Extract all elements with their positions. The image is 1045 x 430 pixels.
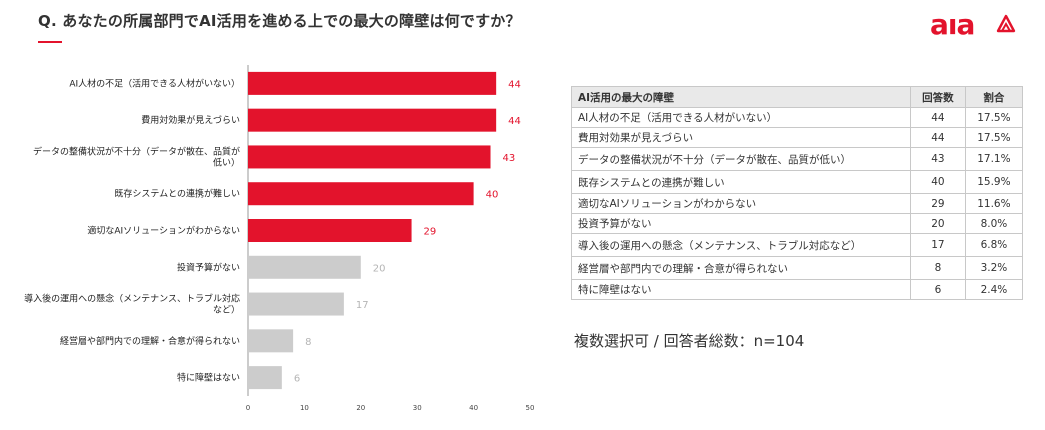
cell-item: 導入後の運用への懸念（メンテナンス、トラブル対応など） — [571, 233, 911, 257]
value-label: 20 — [373, 263, 386, 274]
cell-count: 20 — [910, 213, 966, 234]
cell-item: 経営層や部門内での理解・合意が得られない — [571, 256, 911, 280]
table-row: 費用対効果が見えづらい 44 17.5% — [571, 127, 1024, 148]
cell-count: 40 — [910, 170, 966, 194]
category-label: 投資予算がない — [177, 261, 240, 273]
table-row: 経営層や部門内での理解・合意が得られない 8 3.2% — [571, 256, 1024, 280]
title-underline — [38, 41, 62, 43]
table-header-row: AI活用の最大の障壁 回答数 割合 — [571, 86, 1024, 108]
bar — [248, 292, 344, 316]
value-label: 44 — [508, 116, 521, 127]
category-label: 適切なAIソリューションがわからない — [87, 225, 240, 237]
cell-item: 投資予算がない — [571, 213, 911, 234]
category-label: データの整備状況が不十分（データが散在、品質が — [33, 145, 240, 157]
cell-count: 6 — [910, 279, 966, 300]
cell-ratio: 11.6% — [964, 193, 1024, 214]
table-row: 特に障壁はない 6 2.4% — [571, 279, 1024, 300]
value-label: 40 — [486, 190, 499, 201]
value-label: 17 — [356, 300, 369, 311]
table-row: 適切なAIソリューションがわからない 29 11.6% — [571, 193, 1024, 214]
bar — [248, 145, 491, 169]
table-row: AI人材の不足（活用できる人材がいない） 44 17.5% — [571, 107, 1024, 128]
x-tick-label: 0 — [246, 404, 250, 412]
cell-count: 8 — [910, 256, 966, 280]
value-label: 8 — [305, 337, 311, 348]
cell-item: 費用対効果が見えづらい — [571, 127, 911, 148]
category-label: 既存システムとの連携が難しい — [114, 188, 240, 200]
bar — [248, 366, 282, 390]
category-label: 低い） — [213, 156, 240, 168]
respondent-note: 複数選択可 / 回答者総数：n=104 — [574, 332, 805, 350]
cell-ratio: 17.5% — [964, 107, 1024, 128]
x-tick-label: 10 — [300, 404, 309, 412]
cell-item: 適切なAIソリューションがわからない — [571, 193, 911, 214]
cell-ratio: 17.5% — [964, 127, 1024, 148]
header-count: 回答数 — [910, 86, 966, 108]
table-row: 既存システムとの連携が難しい 40 15.9% — [571, 170, 1024, 194]
x-tick-label: 30 — [413, 404, 422, 412]
category-label: 特に障壁はない — [177, 372, 240, 384]
bar — [248, 329, 294, 353]
page-title: Q. あなたの所属部門でAI活用を進める上での最大の障壁は何ですか？ — [38, 12, 521, 30]
cell-ratio: 3.2% — [964, 256, 1024, 280]
cell-ratio: 6.8% — [964, 233, 1024, 257]
brand-logo-text: aıa — [930, 8, 975, 41]
category-label: AI人材の不足（活用できる人材がいない） — [69, 77, 240, 89]
brand-logo: aıa — [930, 8, 1020, 42]
cell-ratio: 2.4% — [964, 279, 1024, 300]
bar — [248, 219, 412, 242]
category-label: 費用対効果が見えづらい — [141, 114, 240, 126]
cell-ratio: 17.1% — [964, 147, 1024, 171]
bar-chart: 0 10 20 30 40 50 44 AI人材の不足（活用できる人材がいない） 44 費用対効果… — [24, 65, 535, 412]
table-row: 導入後の運用への懸念（メンテナンス、トラブル対応など） 17 6.8% — [571, 233, 1024, 257]
x-tick-label: 50 — [526, 404, 535, 412]
cell-item: AI人材の不足（活用できる人材がいない） — [571, 107, 911, 128]
x-tick-label: 20 — [356, 404, 365, 412]
cell-ratio: 8.0% — [964, 213, 1024, 234]
value-label: 29 — [424, 227, 437, 238]
value-label: 43 — [503, 153, 516, 164]
table-row: データの整備状況が不十分（データが散在、品質が低い） 43 17.1% — [571, 147, 1024, 171]
bar — [248, 71, 497, 95]
category-label: 導入後の運用への懸念（メンテナンス、トラブル対応 — [24, 293, 240, 305]
cell-item: データの整備状況が不十分（データが散在、品質が低い） — [571, 147, 911, 171]
table-row: 投資予算がない 20 8.0% — [571, 213, 1024, 234]
cell-item: 特に障壁はない — [571, 279, 911, 300]
cell-count: 43 — [910, 147, 966, 171]
cell-count: 17 — [910, 233, 966, 257]
cell-item: 既存システムとの連携が難しい — [571, 170, 911, 194]
cell-count: 29 — [910, 193, 966, 214]
bar — [248, 108, 497, 132]
value-label: 6 — [294, 374, 300, 385]
value-label: 44 — [508, 79, 521, 90]
header-ratio: 割合 — [964, 86, 1024, 108]
category-label: など） — [213, 305, 240, 316]
triangle-logo-icon — [996, 14, 1016, 33]
bar — [248, 182, 474, 206]
bar — [248, 255, 361, 279]
summary-table: AI活用の最大の障壁 回答数 割合 AI人材の不足（活用できる人材がいない） 4… — [571, 86, 1024, 300]
x-tick-label: 40 — [469, 404, 478, 412]
category-label: 経営層や部門内での理解・合意が得られない — [60, 335, 240, 347]
cell-ratio: 15.9% — [964, 170, 1024, 194]
header-item: AI活用の最大の障壁 — [571, 86, 911, 108]
cell-count: 44 — [910, 127, 966, 148]
cell-count: 44 — [910, 107, 966, 128]
